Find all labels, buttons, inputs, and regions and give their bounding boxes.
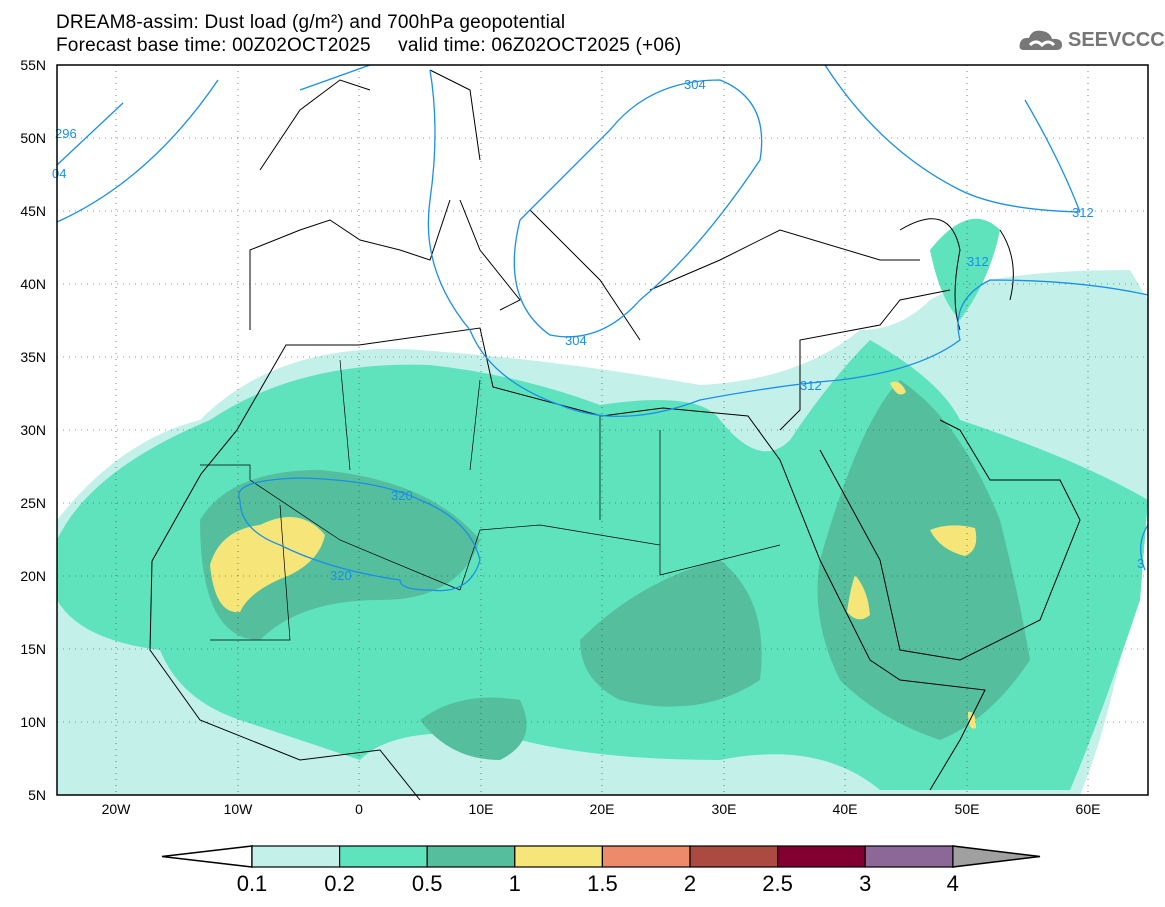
contour-label: 312 (1072, 205, 1094, 220)
lon-labels: 20W 10W 0 10E 20E 30E 40E 50E 60E (102, 801, 1101, 817)
dust-0.5 (817, 380, 1030, 740)
lon-label: 50E (955, 801, 980, 817)
seevccc-logo: SEEVCCC (1018, 26, 1165, 54)
lat-label: 30N (20, 422, 46, 438)
map-frame (56, 64, 1149, 796)
lat-label: 40N (20, 276, 46, 292)
lat-label: 50N (20, 130, 46, 146)
lon-label: 60E (1076, 801, 1101, 817)
contour-label: 04 (52, 166, 66, 181)
lat-label: 15N (20, 641, 46, 657)
colorbar-swatch (864, 845, 954, 868)
lon-label: 20W (102, 801, 132, 817)
contour-labels: 296 04 304 304 312 312 312 320 320 3 (52, 77, 1144, 583)
colorbar-under-arrow (161, 845, 253, 868)
colorbar-tick-label: 1.5 (587, 871, 618, 896)
contour-label: 320 (391, 488, 413, 503)
lat-label: 25N (20, 495, 46, 511)
colorbar-tick-label: 0.2 (324, 871, 355, 896)
dust-1.0 (968, 711, 976, 729)
lon-label: 20E (590, 801, 615, 817)
colorbar-swatch (689, 845, 779, 868)
lon-label: 10W (224, 801, 254, 817)
dust-1.0 (930, 525, 977, 556)
lon-label: 10E (469, 801, 494, 817)
colorbar-tick-label: 0.1 (237, 871, 268, 896)
coastlines (149, 69, 1081, 801)
colorbar: 0.1 0.2 0.5 1 1.5 2 2.5 3 4 (161, 845, 1041, 896)
contour-label: 304 (684, 77, 706, 92)
contour-label: 320 (330, 568, 352, 583)
lat-label: 10N (20, 714, 46, 730)
colorbar-swatch (776, 845, 866, 868)
colorbar-tick-label: 0.5 (412, 871, 443, 896)
geopotential-contours (56, 64, 1149, 592)
colorbar-tick-label: 2.5 (762, 871, 793, 896)
dust-1.0 (210, 517, 325, 613)
lat-label: 5N (28, 787, 46, 803)
lat-label: 55N (20, 57, 46, 73)
dust-0.5 (580, 560, 762, 707)
colorbar-tick-label: 2 (684, 871, 696, 896)
map-subtitle: Forecast base time: 00Z02OCT2025 valid t… (56, 35, 682, 56)
colorbar-swatch (601, 845, 691, 868)
dust-1.0 (847, 575, 870, 620)
dust-0.5 (200, 470, 480, 640)
colorbar-tick-label: 3 (859, 871, 871, 896)
colorbar-swatch (514, 845, 603, 868)
lon-label: 40E (833, 801, 858, 817)
lon-label: 30E (712, 801, 737, 817)
contour-label: 312 (967, 254, 989, 269)
dust-0.2 (930, 218, 1000, 320)
lat-label: 20N (20, 568, 46, 584)
dust-0.5 (420, 697, 527, 760)
lat-label: 35N (20, 349, 46, 365)
logo-text: SEEVCCC (1068, 28, 1165, 51)
colorbar-swatch (251, 845, 341, 868)
dust-field (57, 218, 1148, 795)
colorbar-over-arrow (952, 845, 1041, 868)
lat-label: 45N (20, 203, 46, 219)
map-title: DREAM8-assim: Dust load (g/m²) and 700hP… (56, 12, 566, 33)
borders (200, 359, 781, 641)
colorbar-tick-label: 1 (509, 871, 521, 896)
contour-label: 3 (1137, 556, 1144, 571)
lat-labels: 55N 50N 45N 40N 35N 30N 25N 20N 15N 10N … (20, 57, 46, 803)
colorbar-swatch (426, 845, 516, 868)
contour-label: 312 (800, 378, 822, 393)
dust-1.0 (890, 381, 906, 395)
colorbar-tick-label: 4 (947, 871, 959, 896)
contour-label: 296 (55, 126, 77, 141)
contour-label: 304 (565, 333, 587, 348)
colorbar-swatch (339, 845, 428, 868)
cloud-logo-icon (1019, 30, 1062, 50)
lon-label: 0 (355, 801, 363, 817)
